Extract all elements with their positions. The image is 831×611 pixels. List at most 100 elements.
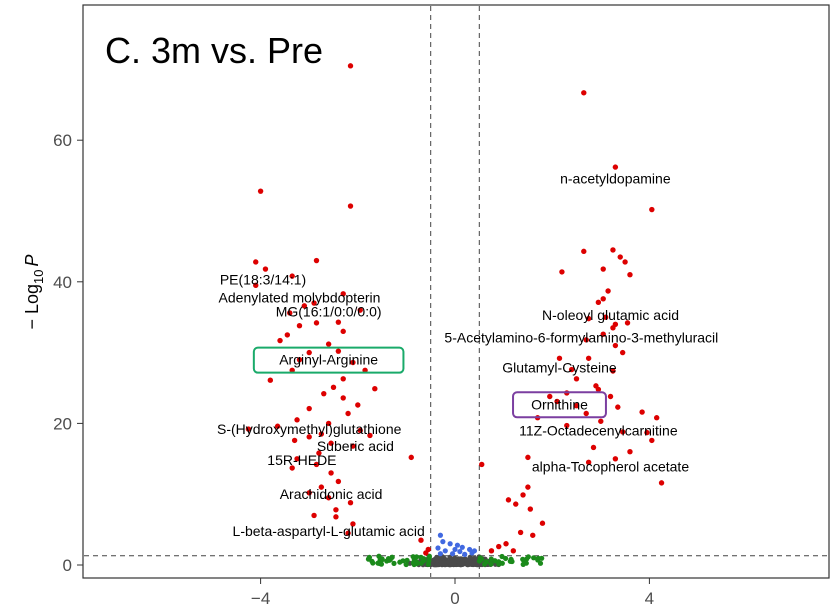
significant-point <box>496 543 502 550</box>
p-value-only-point <box>447 541 453 547</box>
point-label: 15R-HEDE <box>267 452 336 468</box>
significant-point <box>311 512 317 519</box>
significant-point <box>622 259 628 265</box>
significant-point <box>595 386 602 393</box>
point-label: Arginyl-Arginine <box>279 352 378 368</box>
fold-change-only-point <box>507 558 513 564</box>
significant-point <box>573 376 580 382</box>
not-significant-point <box>441 559 447 566</box>
significant-point <box>321 390 327 397</box>
not-significant-point <box>435 555 441 561</box>
panel-title: C. 3m vs. Pre <box>105 30 323 71</box>
p-value-only-point <box>459 544 465 550</box>
p-value-only-points <box>435 532 478 557</box>
significant-point <box>627 449 633 455</box>
p-value-only-point <box>471 548 478 554</box>
significant-point <box>590 444 597 451</box>
significant-point <box>612 164 619 170</box>
significant-point <box>277 337 283 344</box>
significant-point <box>488 548 495 554</box>
y-axis-ticks: 0 20 40 60 <box>53 131 83 575</box>
significant-point <box>610 368 616 374</box>
significant-point <box>619 429 626 435</box>
not-significant-point <box>451 558 457 565</box>
significant-point <box>554 398 560 405</box>
significant-point <box>267 377 274 383</box>
significant-point <box>294 417 300 423</box>
fold-change-only-point <box>426 553 432 559</box>
significant-point <box>318 484 325 490</box>
fold-change-only-point <box>413 559 420 565</box>
point-label: MG(16:1/0:0/0:0) <box>276 304 382 320</box>
significant-point <box>296 356 303 363</box>
significant-point <box>423 550 429 556</box>
y-tick-label: 40 <box>53 273 72 292</box>
significant-point <box>644 429 650 436</box>
significant-point <box>316 450 322 456</box>
x-axis-ticks: −4 0 4 <box>251 578 654 608</box>
fold-change-only-points <box>365 553 545 568</box>
significant-point <box>289 273 295 279</box>
p-value-only-point <box>440 539 446 545</box>
significant-point <box>262 266 269 272</box>
significant-point <box>284 332 291 338</box>
significant-point <box>595 299 602 306</box>
x-tick-label: 4 <box>645 589 654 608</box>
significant-point <box>335 319 342 325</box>
significant-point <box>311 300 317 306</box>
point-label: Ornithine <box>531 396 588 412</box>
significant-point <box>530 532 536 538</box>
significant-point <box>340 376 346 382</box>
significant-point <box>479 461 485 468</box>
significant-point <box>564 422 570 429</box>
significant-points <box>245 63 665 556</box>
significant-point <box>559 269 565 275</box>
significant-point <box>345 410 351 417</box>
fold-change-only-point <box>481 561 488 567</box>
highlight-box <box>512 391 607 419</box>
fold-change-only-point <box>376 553 382 559</box>
significant-point <box>600 296 606 302</box>
significant-point <box>581 90 587 96</box>
point-annotations: PE(18:3/14:1)Adenylated molybdopterinMG(… <box>217 170 718 539</box>
significant-point <box>513 501 519 507</box>
significant-point <box>291 437 298 444</box>
significant-point <box>610 325 616 331</box>
significant-point <box>619 349 626 356</box>
significant-point <box>253 282 259 289</box>
significant-point <box>306 434 312 440</box>
significant-point <box>347 203 354 209</box>
significant-point <box>600 266 606 272</box>
fold-change-only-point <box>502 555 509 562</box>
significant-point <box>306 405 312 412</box>
significant-point <box>333 514 339 520</box>
not-significant-point <box>472 559 478 565</box>
significant-point <box>408 454 414 461</box>
significant-point <box>598 418 604 424</box>
significant-point <box>357 307 363 313</box>
significant-point <box>325 495 332 501</box>
significant-point <box>418 537 424 543</box>
fold-change-only-point <box>400 558 406 564</box>
significant-point <box>257 188 264 194</box>
significant-point <box>525 454 531 461</box>
p-value-only-point <box>457 548 463 555</box>
significant-point <box>505 497 512 503</box>
fold-change-only-point <box>414 554 420 560</box>
fold-change-only-point <box>499 560 505 566</box>
significant-point <box>347 499 354 506</box>
significant-point <box>658 480 665 486</box>
significant-point <box>350 521 356 527</box>
significant-point <box>340 291 346 297</box>
p-value-only-point <box>454 542 461 548</box>
significant-point <box>318 431 325 437</box>
significant-point <box>330 384 337 390</box>
significant-point <box>639 409 645 415</box>
y-tick-label: 0 <box>63 556 72 575</box>
significant-point <box>600 331 606 337</box>
significant-point <box>289 367 295 373</box>
significant-point <box>313 257 320 264</box>
significant-point <box>585 355 592 361</box>
threshold-lines <box>84 6 828 577</box>
significant-point <box>573 403 580 409</box>
